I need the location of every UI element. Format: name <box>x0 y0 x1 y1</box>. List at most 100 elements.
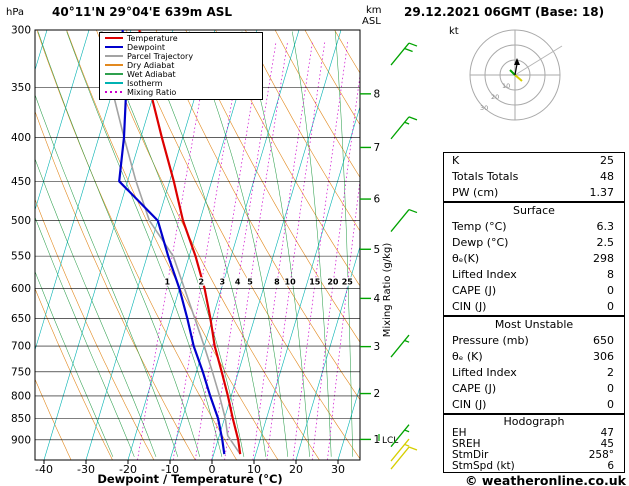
svg-text:3: 3 <box>374 341 381 353</box>
row-label: θₑ (K) <box>452 350 483 363</box>
row-label: θₑ(K) <box>452 252 480 265</box>
row-label: CIN (J) <box>452 398 487 411</box>
svg-text:300: 300 <box>11 25 31 37</box>
row-value: 25 <box>600 154 614 167</box>
row-value: 1.37 <box>589 186 615 199</box>
hodograph-table: Hodograph EH 47 SREH 45 StmDir 258° StmSpd (kt)… <box>443 414 625 473</box>
row-label: CIN (J) <box>452 300 487 313</box>
svg-text:800: 800 <box>11 390 31 402</box>
row-value: 2 <box>607 366 614 379</box>
svg-text:650: 650 <box>11 313 31 325</box>
copyright: © weatheronline.co.uk <box>465 473 626 486</box>
pressure-unit-label: hPa <box>6 7 24 18</box>
table-row: CAPE (J) 0 <box>444 381 624 397</box>
pressure-axis-labels: 300 350 400 450 500 550 600 650 700 750 800 850 900 <box>11 25 31 447</box>
svg-text:6: 6 <box>374 194 381 206</box>
table-row: Pressure (mb) 650 <box>444 333 624 349</box>
hodograph-ring-label: 30 <box>480 104 488 112</box>
table-row: EH 47 <box>444 428 624 439</box>
row-label: StmSpd (kt) <box>452 460 515 472</box>
row-label: Lifted Index <box>452 268 517 281</box>
table-row: Temp (°C) 6.3 <box>444 219 624 235</box>
table-header: Most Unstable <box>494 318 574 331</box>
svg-text:5: 5 <box>247 278 253 287</box>
svg-text:500: 500 <box>11 215 31 227</box>
svg-text:-20: -20 <box>119 463 137 476</box>
hodograph-ring-label: 10 <box>502 82 510 90</box>
svg-text:25: 25 <box>342 278 354 287</box>
isobar-lines <box>34 29 361 461</box>
svg-text:Isotherm: Isotherm <box>127 79 163 88</box>
table-row: PW (cm) 1.37 <box>444 185 624 201</box>
wind-barbs <box>390 42 418 470</box>
hodograph-ring-label: 20 <box>491 93 499 101</box>
svg-text:-10: -10 <box>161 463 179 476</box>
table-row: CIN (J) 0 <box>444 299 624 315</box>
row-label: PW (cm) <box>452 186 499 199</box>
svg-text:4: 4 <box>235 278 241 287</box>
table-row: CAPE (J) 0 <box>444 283 624 299</box>
date-title: 29.12.2021 06GMT (Base: 18) <box>404 5 605 19</box>
svg-text:0: 0 <box>209 463 216 476</box>
table-row: θₑ(K) 298 <box>444 251 624 267</box>
row-value: 298 <box>593 252 614 265</box>
most-unstable-table: Most Unstable Pressure (mb) 650 θₑ (K) 306 Li… <box>443 316 625 414</box>
row-label: Temp (°C) <box>452 220 507 233</box>
row-label: Dewp (°C) <box>452 236 509 249</box>
row-value: 0 <box>607 284 614 297</box>
svg-text:2: 2 <box>374 388 381 400</box>
svg-text:8: 8 <box>274 278 280 287</box>
parcel-trajectory-curve <box>100 30 241 455</box>
row-value: 306 <box>593 350 614 363</box>
row-value: 8 <box>607 268 614 281</box>
row-value: 45 <box>600 438 614 450</box>
row-label: StmDir <box>452 449 489 461</box>
table-row: StmDir 258° <box>444 450 624 461</box>
svg-text:20: 20 <box>289 463 303 476</box>
row-label: CAPE (J) <box>452 284 497 297</box>
svg-text:550: 550 <box>11 251 31 263</box>
table-row: Totals Totals 48 <box>444 169 624 185</box>
svg-text:-30: -30 <box>77 463 95 476</box>
svg-text:5: 5 <box>374 244 381 256</box>
svg-text:2: 2 <box>198 278 204 287</box>
row-label: Totals Totals <box>452 170 519 183</box>
mixing-ratio-lines <box>137 42 360 460</box>
svg-text:1: 1 <box>374 434 381 446</box>
svg-text:15: 15 <box>309 278 321 287</box>
row-value: 258° <box>588 449 614 461</box>
hodograph-trace <box>509 58 523 82</box>
row-label: Lifted Index <box>452 366 517 379</box>
svg-text:350: 350 <box>11 82 31 94</box>
km-unit-label: km <box>366 5 382 16</box>
dewpoint-curve <box>118 30 226 455</box>
svg-text:850: 850 <box>11 413 31 425</box>
hodograph-unit-label: kt <box>449 26 459 37</box>
asl-unit-label: ASL <box>362 16 381 27</box>
row-value: 650 <box>593 334 614 347</box>
svg-text:3: 3 <box>219 278 225 287</box>
table-row: StmSpd (kt) 6 <box>444 461 624 472</box>
svg-text:750: 750 <box>11 366 31 378</box>
table-row: Lifted Index 8 <box>444 267 624 283</box>
svg-text:7: 7 <box>374 142 381 154</box>
surface-table: Surface Temp (°C) 6.3 Dewp (°C) 2.5 θₑ(K) 298 L… <box>443 202 625 316</box>
svg-text:8: 8 <box>374 88 381 100</box>
storm-motion-line <box>514 45 563 76</box>
table-row: K 25 <box>444 153 624 169</box>
hodograph: kt 10 20 30 <box>449 26 563 121</box>
temperature-curve <box>138 30 242 455</box>
row-value: 6 <box>607 460 614 472</box>
svg-text:Dewpoint: Dewpoint <box>127 43 165 52</box>
svg-text:30: 30 <box>331 463 345 476</box>
storm-arrow-head <box>514 58 520 65</box>
svg-text:1: 1 <box>164 278 170 287</box>
svg-text:400: 400 <box>11 132 31 144</box>
row-value: 2.5 <box>596 236 615 249</box>
row-label: Pressure (mb) <box>452 334 529 347</box>
row-label: CAPE (J) <box>452 382 497 395</box>
skewt-chart: 300350400450500550600650700750800850900-… <box>6 5 418 486</box>
table-row: Lifted Index 2 <box>444 365 624 381</box>
km-axis: 8 7 6 5 4 3 2 1 LCL <box>360 88 398 446</box>
